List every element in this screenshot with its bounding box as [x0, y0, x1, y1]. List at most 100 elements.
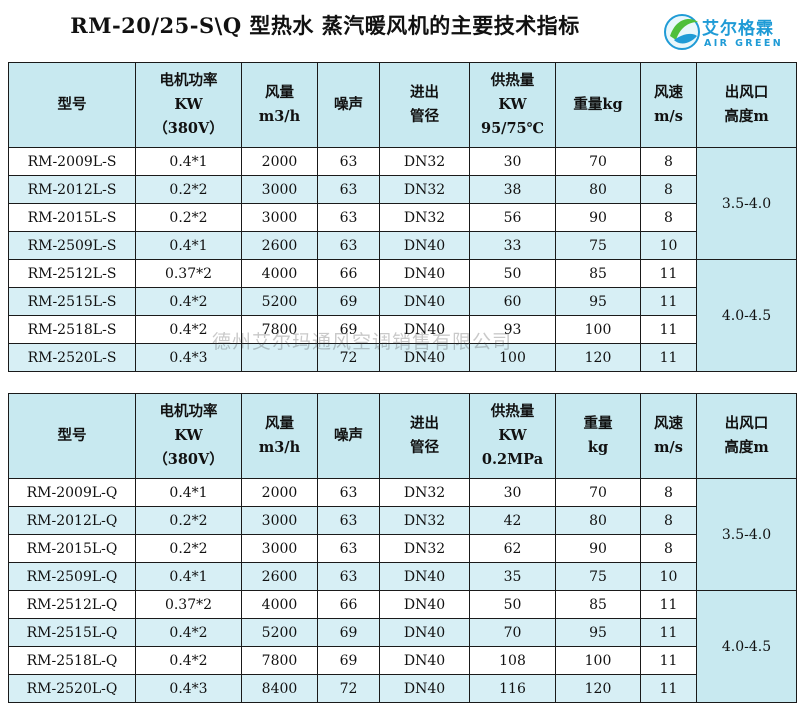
- column-header-line: 风速: [654, 84, 683, 101]
- table-cell: DN40: [379, 674, 470, 703]
- table-cell: 69: [317, 618, 380, 647]
- table-cell: 11: [640, 315, 697, 344]
- column-header-line: 型号: [57, 96, 87, 113]
- outlet-height-cell: 4.0-4.5: [696, 259, 797, 372]
- table-cell: 100: [555, 646, 641, 675]
- column-header: 重量 kg: [555, 393, 641, 479]
- table-cell: 5200: [241, 618, 318, 647]
- column-header-line: 进出: [410, 84, 439, 101]
- table-row: RM-2015L-Q 0.2*2 3000 63 DN32 62 90 8: [8, 534, 797, 563]
- column-header: 风速 m/s: [640, 393, 697, 479]
- table-cell: 30: [469, 478, 556, 507]
- table-row: RM-2509L-Q 0.4*1 2600 63 DN40 35 75 10: [8, 562, 797, 591]
- table-cell: 2000: [241, 147, 318, 176]
- table-cell: RM-2009L-S: [8, 147, 136, 176]
- column-header-line: 电机功率: [159, 403, 218, 420]
- table-cell: 0.4*3: [135, 343, 242, 372]
- table-cell: 69: [317, 315, 380, 344]
- table-cell: DN40: [379, 259, 470, 288]
- column-header: 出风口高度m: [696, 393, 797, 479]
- column-header: 电机功率 KW （380V）: [135, 62, 242, 148]
- table-cell: 0.4*2: [135, 287, 242, 316]
- table-cell: 85: [555, 590, 641, 619]
- table-cell: 72: [317, 674, 380, 703]
- table-cell: 8: [640, 203, 697, 232]
- table-cell: DN32: [379, 534, 470, 563]
- column-header-line: m3/h: [258, 108, 301, 125]
- column-header-line: 风速: [654, 415, 683, 432]
- table-cell: DN40: [379, 646, 470, 675]
- table-cell: 70: [469, 618, 556, 647]
- table-cell: 8: [640, 478, 697, 507]
- spec-table-hot-water: 型号 电机功率 KW （380V） 风量 m3/h 噪声 进出 管径 供热量 KW 0.2MPa 重量 k…: [8, 393, 797, 703]
- table-cell: 66: [317, 590, 380, 619]
- table-cell: 5200: [241, 287, 318, 316]
- table-row: RM-2520L-S 0.4*3 72 DN40 100 120 11: [8, 343, 797, 372]
- table-cell: 75: [555, 562, 641, 591]
- spec-table-steam: 型号 电机功率 KW （380V） 风量 m3/h 噪声 进出 管径 供热量 KW 95/75℃ 重量k…: [8, 62, 797, 372]
- table-row: RM-2009L-S 0.4*1 2000 63 DN32 30 70 8 3.5-4.0: [8, 147, 797, 260]
- table-cell: 0.4*1: [135, 562, 242, 591]
- table-cell: 0.2*2: [135, 203, 242, 232]
- table-cell: 38: [469, 175, 556, 204]
- table-cell: RM-2509L-S: [8, 231, 136, 260]
- column-header-line: 高度m: [724, 439, 769, 456]
- column-header-line: 出风口: [724, 415, 769, 432]
- column-header: 型号: [8, 393, 136, 479]
- table-cell: RM-2518L-Q: [8, 646, 136, 675]
- column-header: 进出 管径: [379, 62, 470, 148]
- table-cell: 8: [640, 175, 697, 204]
- column-header-line: （380V）: [153, 120, 224, 137]
- outlet-height-cell: 3.5-4.0: [696, 147, 797, 260]
- table-cell: 0.4*1: [135, 231, 242, 260]
- air-green-logo-icon: [664, 14, 700, 50]
- table-row: RM-2009L-Q 0.4*1 2000 63 DN32 30 70 8 3.5-4.0: [8, 478, 797, 591]
- column-header-line: 风量: [265, 84, 294, 101]
- table-cell: 120: [555, 674, 641, 703]
- column-header: 风量 m3/h: [241, 62, 318, 148]
- page-title: RM-20/25-S\Q 型热水 蒸汽暖风机的主要技术指标: [70, 13, 580, 38]
- table-cell: DN40: [379, 287, 470, 316]
- table-row: RM-2015L-S 0.2*2 3000 63 DN32 56 90 8: [8, 203, 797, 232]
- column-header: 供热量 KW 0.2MPa: [469, 393, 556, 479]
- table-cell: 8: [640, 506, 697, 535]
- table-cell: 2600: [241, 231, 318, 260]
- table-cell: 0.2*2: [135, 175, 242, 204]
- column-header-line: m3/h: [258, 439, 301, 456]
- table-cell: 100: [555, 315, 641, 344]
- table-row: RM-2012L-S 0.2*2 3000 63 DN32 38 80 8: [8, 175, 797, 204]
- column-header-line: 电机功率: [159, 72, 218, 89]
- table-cell: 90: [555, 203, 641, 232]
- company-logo: 艾尔格霖 AIR GREEN: [664, 8, 794, 60]
- table-cell: 56: [469, 203, 556, 232]
- table-cell: DN32: [379, 175, 470, 204]
- outlet-height-cell: 4.0-4.5: [696, 590, 797, 703]
- table-cell: 75: [555, 231, 641, 260]
- table-row: RM-2012L-Q 0.2*2 3000 63 DN32 42 80 8: [8, 506, 797, 535]
- table-cell: DN32: [379, 478, 470, 507]
- logo-text-en: AIR GREEN: [704, 38, 784, 49]
- table-cell: DN40: [379, 590, 470, 619]
- table-cell: 70: [555, 478, 641, 507]
- column-header-line: KW: [498, 96, 527, 113]
- table-cell: RM-2512L-S: [8, 259, 136, 288]
- table-cell: RM-2012L-S: [8, 175, 136, 204]
- table-cell: 63: [317, 175, 380, 204]
- table-cell: 4000: [241, 590, 318, 619]
- table-cell: 80: [555, 506, 641, 535]
- table-cell: 7800: [241, 315, 318, 344]
- table-cell: 63: [317, 203, 380, 232]
- column-header: 电机功率 KW （380V）: [135, 393, 242, 479]
- column-header-line: KW: [174, 96, 203, 113]
- table-cell: 8400: [241, 674, 318, 703]
- table-cell: 11: [640, 590, 697, 619]
- table-row: RM-2509L-S 0.4*1 2600 63 DN40 33 75 10: [8, 231, 797, 260]
- table-cell: RM-2509L-Q: [8, 562, 136, 591]
- table-cell: 60: [469, 287, 556, 316]
- table-cell: DN40: [379, 343, 470, 372]
- table-row: RM-2520L-Q 0.4*3 8400 72 DN40 116 120 11: [8, 674, 797, 703]
- column-header-line: 高度m: [724, 108, 769, 125]
- table-cell: 0.4*3: [135, 674, 242, 703]
- table-cell: RM-2015L-Q: [8, 534, 136, 563]
- column-header-line: 出风口: [724, 84, 769, 101]
